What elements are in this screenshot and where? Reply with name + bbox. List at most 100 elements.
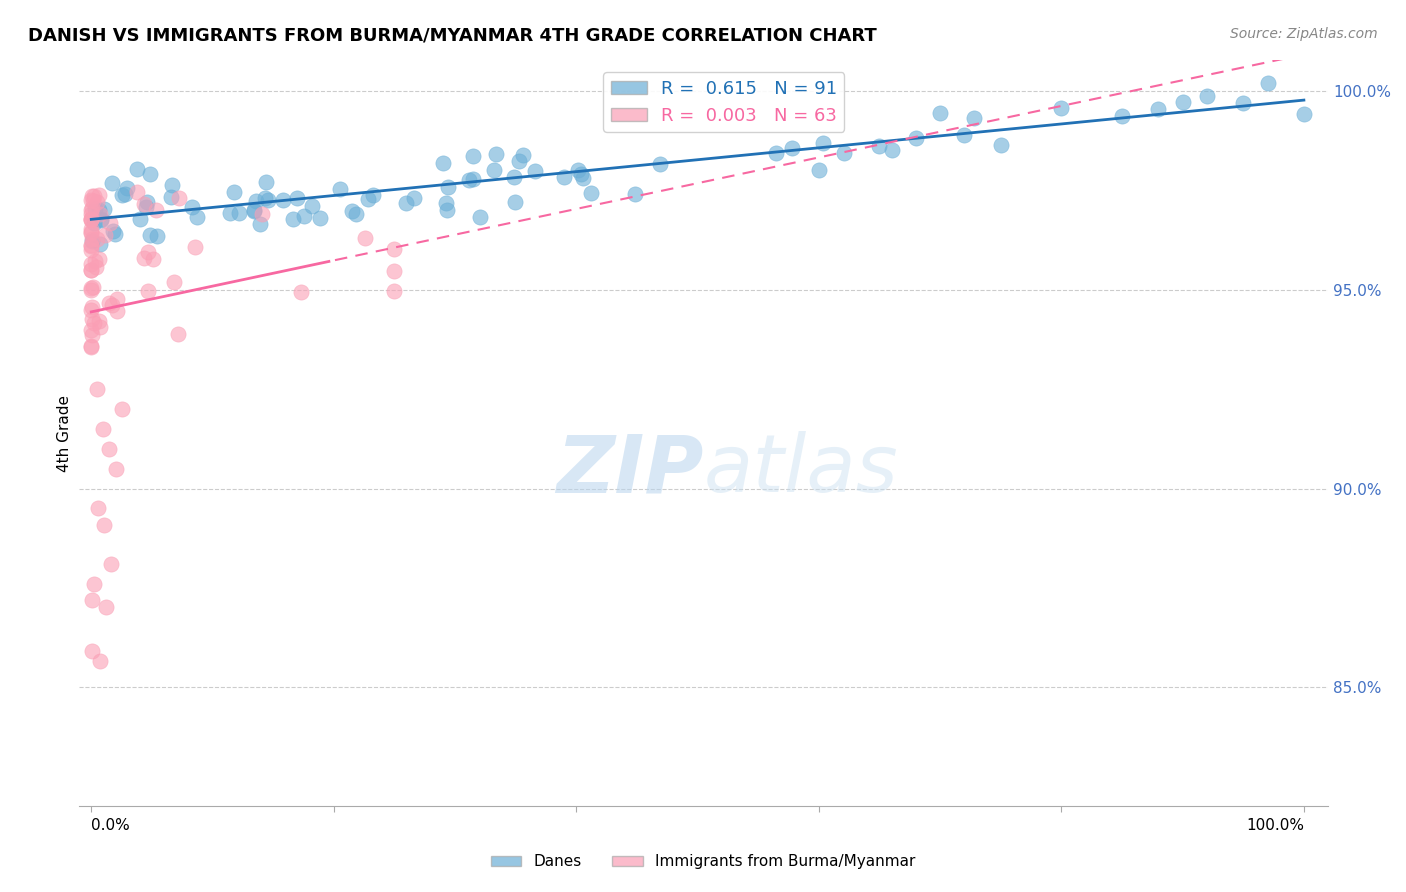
Point [1171,95,1194,109]
Point [129,211,152,226]
Point [82,194,104,208]
Point [80,339,103,353]
Point [94,227,117,242]
Y-axis label: 4th Grade: 4th Grade [58,394,72,472]
Point [402,190,425,204]
Point [104,462,127,476]
Point [167,327,190,342]
Point [186,210,208,224]
Point [80,263,103,277]
Point [167,191,190,205]
Point [83,189,105,203]
Point [136,244,159,259]
Point [572,171,595,186]
Point [139,168,162,182]
Point [1050,101,1073,115]
Point [89,237,111,252]
Point [94,599,117,614]
Point [80,239,103,253]
Point [80,257,103,271]
Point [125,162,148,177]
Point [86,195,108,210]
Point [301,199,323,213]
Point [468,211,491,225]
Point [243,202,266,217]
Point [89,654,111,668]
Point [384,284,406,298]
Point [93,518,115,533]
Point [89,188,111,202]
Point [1256,77,1278,91]
Point [990,138,1012,153]
Point [98,442,121,456]
Point [80,238,103,252]
Point [90,213,112,227]
Point [82,311,104,326]
Point [963,111,986,125]
Point [97,295,120,310]
Point [80,301,103,315]
Point [89,320,111,334]
Point [1232,96,1254,111]
Point [243,203,266,218]
Point [111,188,134,202]
Point [114,187,136,202]
Point [461,148,484,162]
Point [87,252,110,267]
Point [953,128,976,142]
Text: DANISH VS IMMIGRANTS FROM BURMA/MYANMAR 4TH GRADE CORRELATION CHART: DANISH VS IMMIGRANTS FROM BURMA/MYANMAR … [28,27,877,45]
Point [115,180,138,194]
Text: 0.0%: 0.0% [91,818,129,833]
Point [80,189,103,203]
Point [93,202,115,216]
Point [80,203,103,218]
Point [329,182,352,196]
Point [142,252,165,266]
Point [290,285,312,300]
Point [80,213,103,227]
Point [869,139,891,153]
Point [807,162,830,177]
Point [80,232,103,246]
Point [344,207,367,221]
Point [180,200,202,214]
Point [503,169,526,184]
Point [80,226,103,240]
Point [83,215,105,229]
Point [929,106,952,120]
Point [904,131,927,145]
Point [136,284,159,298]
Point [245,194,267,208]
Point [135,194,157,209]
Point [101,298,124,312]
Point [508,154,530,169]
Point [105,292,128,306]
Point [648,157,671,171]
Point [394,195,416,210]
Point [434,196,457,211]
Point [254,175,277,189]
Point [281,212,304,227]
Point [384,242,406,256]
Point [218,205,240,219]
Point [1147,103,1170,117]
Point [87,203,110,218]
Point [80,283,103,297]
Point [523,164,546,178]
Point [80,262,103,277]
Point [132,197,155,211]
Point [110,402,132,417]
Point [86,382,108,396]
Point [101,176,124,190]
Point [553,169,575,184]
Point [146,229,169,244]
Point [80,225,103,239]
Point [384,264,406,278]
Point [80,323,103,337]
Point [87,501,110,516]
Point [98,216,121,230]
Point [292,209,315,223]
Point [361,187,384,202]
Point [1195,89,1218,103]
Point [80,244,103,258]
